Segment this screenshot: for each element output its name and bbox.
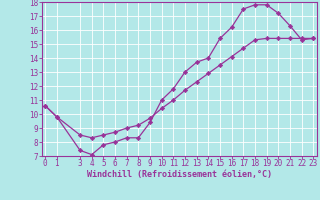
X-axis label: Windchill (Refroidissement éolien,°C): Windchill (Refroidissement éolien,°C): [87, 170, 272, 179]
